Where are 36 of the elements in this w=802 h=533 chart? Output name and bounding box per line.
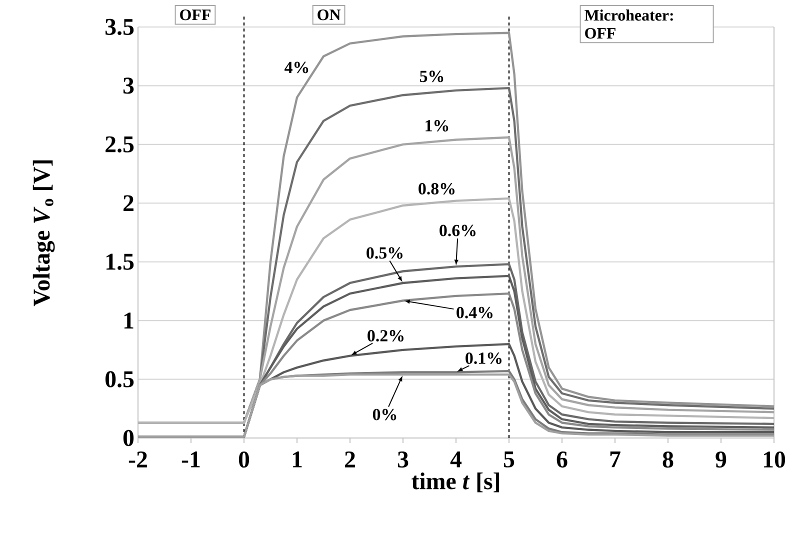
- text: 0%: [372, 408, 396, 420]
- series-label: 0.2%: [368, 330, 404, 342]
- x-tick-label: 10: [764, 452, 786, 468]
- y-tick-label: 3: [123, 78, 134, 94]
- text: OFF: [180, 10, 210, 20]
- x-tick-label: 7: [610, 452, 620, 468]
- series-label: 0.1%: [466, 352, 502, 364]
- y-tick-label: 1: [124, 312, 134, 328]
- text: ON: [318, 10, 341, 20]
- series-label: 0.6%: [440, 224, 476, 236]
- x-tick-label: 3: [398, 452, 408, 468]
- series-label: 0.4%: [456, 306, 492, 318]
- series-label: 5%: [420, 70, 444, 82]
- y-tick-label: 0: [123, 430, 134, 446]
- x-axis-title: time t [s]: [412, 472, 500, 492]
- y-tick-label: 2: [124, 195, 134, 212]
- y-tick-label: 2.5: [106, 136, 134, 153]
- y-tick-label: 3.5: [106, 18, 134, 36]
- y-tick-label: 0.5: [106, 371, 134, 388]
- annotation: Microheater: OFF: [584, 9, 673, 39]
- x-tick-label: 2: [345, 452, 355, 468]
- x-tick-label: 8: [662, 452, 674, 468]
- x-tick-label: 4: [450, 452, 462, 468]
- series-label: 1%: [426, 120, 448, 132]
- x-tick-label: 6: [556, 452, 568, 468]
- x-tick-label: 5: [504, 452, 514, 468]
- x-tick-label: 0: [238, 452, 250, 468]
- x-tick-label: 9: [716, 452, 726, 468]
- x-tick-label: -1: [182, 452, 200, 468]
- x-tick-label: -2: [128, 452, 147, 468]
- series-label: 0.5%: [366, 247, 402, 259]
- series-label: 0.8%: [418, 183, 454, 195]
- y-tick-label: 1.5: [106, 254, 134, 270]
- y-axis-title: Voltage V$_{o}$ [V]: [32, 160, 55, 306]
- x-tick-label: 1: [292, 452, 302, 468]
- series-label: 4%: [284, 62, 308, 74]
